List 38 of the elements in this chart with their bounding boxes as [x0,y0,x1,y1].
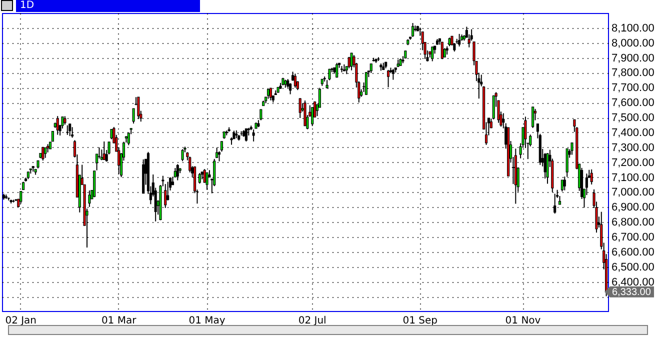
y-tick-label: 7,100.00 [612,172,654,184]
y-tick-label: 7,300.00 [612,142,654,154]
y-tick-label: 7,800.00 [612,67,654,80]
y-tick-label: 6,500.00 [612,261,654,274]
candlestick [392,68,394,80]
candlestick [12,199,15,203]
chart-title: 1D [16,0,200,12]
y-tick-label: 6,900.00 [612,202,654,214]
candlestick [570,142,574,156]
candlestick [44,147,47,158]
y-tick-label: 6,800.00 [612,216,654,229]
y-tick-label: 6,600.00 [612,246,654,258]
candlestick [532,106,534,129]
y-tick-label: 8,000.00 [612,37,654,50]
candlestick [294,73,296,88]
candlestick [370,63,372,74]
y-tick-label: 8,100.00 [612,22,654,34]
x-tick-label: 01 Nov [505,316,541,326]
candlestick [218,150,221,162]
candlestick [66,124,69,136]
y-tick-label: 7,600.00 [612,97,654,110]
y-tick-label: 7,400.00 [612,127,654,139]
y-tick-label: 7,500.00 [612,112,654,124]
candlestick [61,116,64,129]
y-tick-label: 7,000.00 [612,186,654,199]
candlestick [411,22,414,38]
y-tick-label: 6,400.00 [612,276,654,288]
y-tick-label: 7,900.00 [612,52,654,64]
text: 6,333.00 [612,286,652,298]
x-tick-label: 01 Mar [101,316,138,326]
candlestick [431,46,434,62]
y-tick-label: 7,700.00 [612,82,654,94]
candlestick [68,123,72,137]
y-tick-label: 7,200.00 [612,156,654,169]
candlestick [350,52,353,71]
y-tick-label: 6,700.00 [612,232,654,244]
candlestick [51,131,54,142]
candlestick [132,108,135,124]
